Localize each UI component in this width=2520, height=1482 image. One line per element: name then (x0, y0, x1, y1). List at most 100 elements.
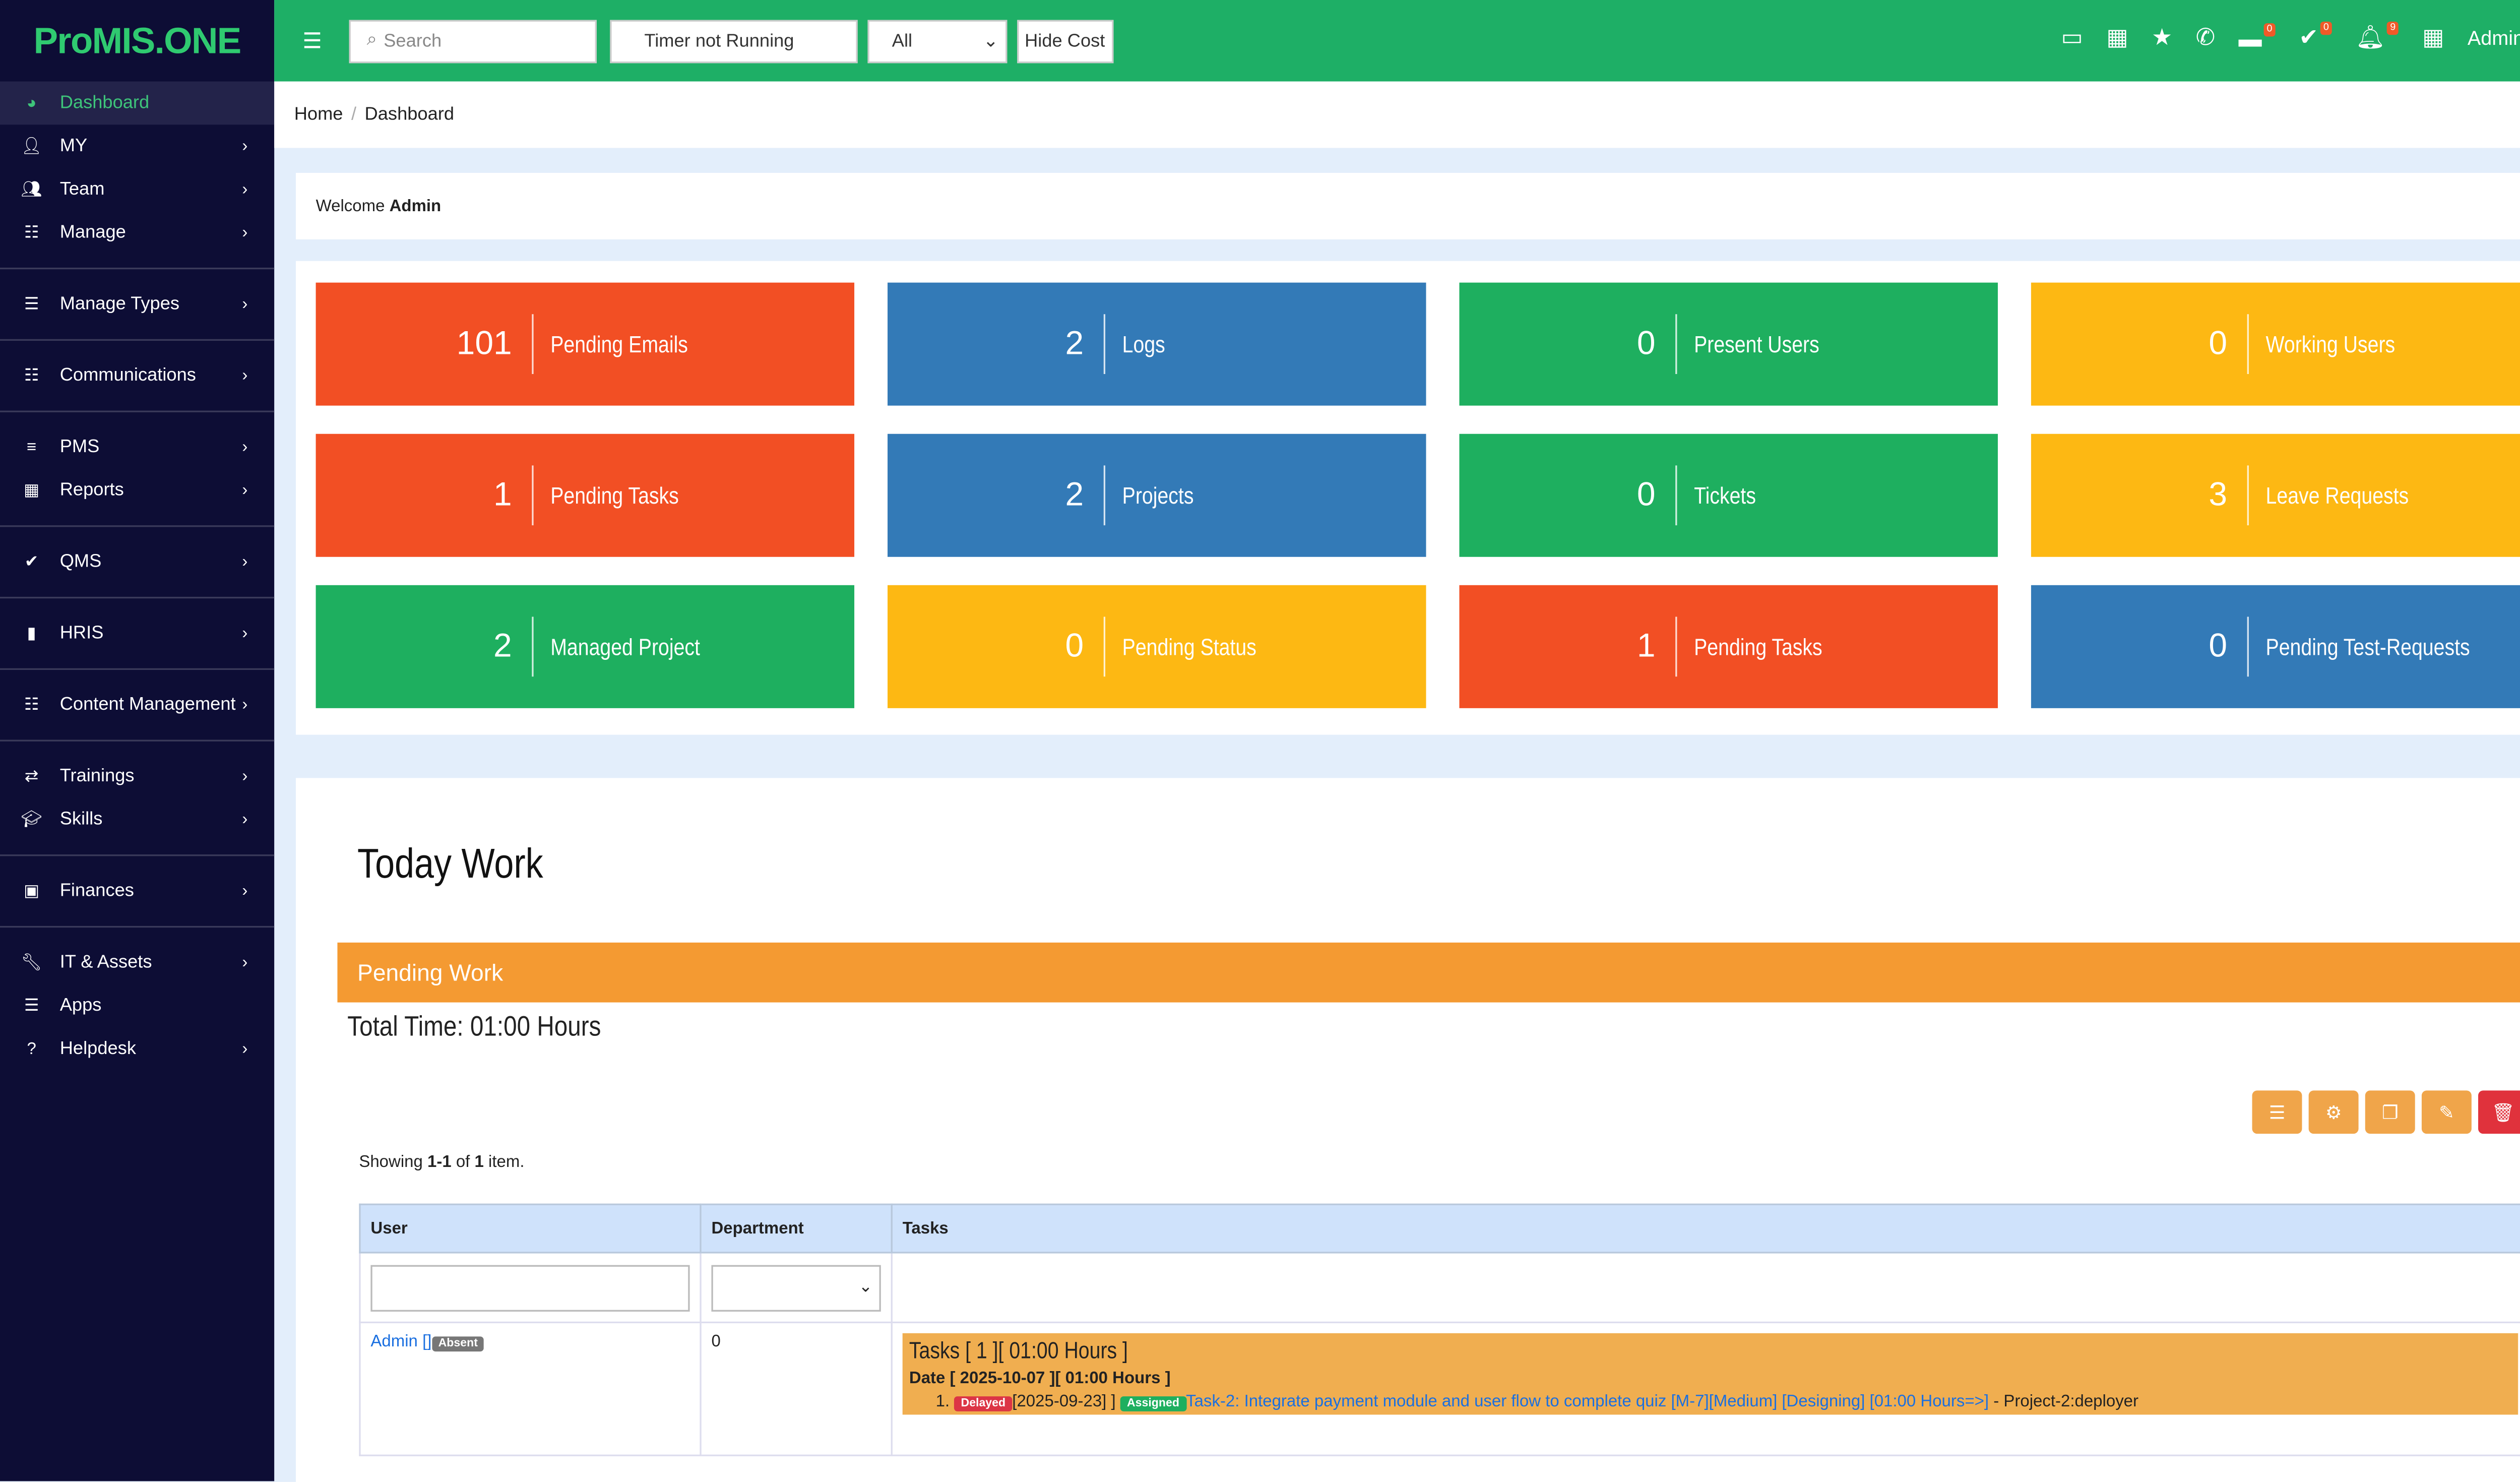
check-circle-icon[interactable]: ✔ 0 (2299, 21, 2333, 51)
sidebar-item-reports[interactable]: ▦ Reports › (0, 469, 274, 512)
task-link[interactable]: Task-2: Integrate payment module and use… (1186, 1393, 1989, 1411)
list-icon: ☰ (24, 997, 39, 1015)
sidebar-item-label: Finances (59, 881, 134, 901)
sidebar-item-qms[interactable]: ✔ QMS › (0, 540, 274, 584)
copy-icon: ❐ (2381, 1103, 2399, 1123)
settings-button[interactable]: ⚙ (2308, 1090, 2359, 1134)
stat-card-pending-status[interactable]: 0 Pending Status (888, 585, 1426, 708)
sidebar-item-label: PMS (59, 437, 100, 457)
sidebar-item-label: Dashboard (59, 93, 150, 113)
copy-button[interactable]: ❐ (2365, 1090, 2415, 1134)
calendar-icon[interactable]: ▦ (2422, 23, 2444, 50)
list-view-button[interactable]: ☰ (2252, 1090, 2302, 1134)
sidebar-item-manage-types[interactable]: ☰ Manage Types › (0, 283, 274, 326)
ticket-icon[interactable]: ▬ 0 (2238, 22, 2276, 51)
sidebar-item-label: IT & Assets (59, 952, 152, 973)
sidebar-item-my[interactable]: 👤︎ MY › (0, 125, 274, 168)
list-icon: ☰ (24, 295, 39, 314)
search-icon: ⌕ (366, 30, 377, 50)
stat-card-logs[interactable]: 2 Logs (888, 282, 1426, 406)
stat-card-managed-project[interactable]: 2 Managed Project (316, 585, 855, 708)
chevron-right-icon: › (242, 882, 248, 900)
clipboard-icon: ▮ (27, 624, 36, 643)
stat-card-pending-tasks[interactable]: 1 Pending Tasks (316, 434, 855, 557)
hide-cost-button[interactable]: Hide Cost (1017, 19, 1113, 63)
user-filter-input[interactable] (370, 1265, 690, 1312)
table-row: Admin [] Absent 0 Tasks [ 1 ][ 01:00 Hour… (359, 1321, 2520, 1456)
welcome-panel: Welcome Admin (296, 172, 2520, 239)
department-filter-select[interactable]: ⌄ (711, 1265, 881, 1312)
pending-work-header: Pending Work (337, 942, 2520, 1003)
chevron-right-icon: › (242, 1039, 248, 1059)
sidebar-item-finances[interactable]: ▣ Finances › (0, 870, 274, 913)
sidebar-item-label: Skills (59, 810, 103, 830)
stat-label: Pending Tasks (550, 482, 679, 509)
sidebar-item-hris[interactable]: ▮ HRIS › (0, 612, 274, 655)
user-link[interactable]: Admin (370, 1333, 418, 1352)
sidebar-item-helpdesk[interactable]: ? Helpdesk › (0, 1027, 274, 1071)
phone-icon[interactable]: ✆ (2195, 23, 2216, 50)
trash-icon: 🗑︎ (2491, 1103, 2515, 1123)
timer-status[interactable]: Timer not Running (609, 19, 857, 63)
sidebar-item-manage[interactable]: ☷ Manage › (0, 211, 274, 255)
sidebar-item-label: Manage Types (59, 294, 180, 315)
bars-icon: ≡ (27, 438, 37, 457)
stat-card-pending-emails[interactable]: 101 Pending Emails (316, 282, 855, 406)
breadcrumb-home[interactable]: Home (294, 104, 343, 125)
user-menu[interactable]: Admin ⌄ (2467, 26, 2520, 49)
stat-label: Present Users (1694, 331, 1819, 358)
stat-card-leave-requests[interactable]: 3 Leave Requests (2031, 434, 2520, 557)
repeat-icon: ⇄ (24, 767, 39, 786)
stat-card-pending-tasks[interactable]: 1 Pending Tasks (1459, 585, 1998, 708)
star-icon[interactable]: ★ (2152, 23, 2173, 50)
topbar: ☰ ⌕ Search Timer not Running All ⌄ Hide Co… (274, 0, 2520, 82)
stat-card-working-users[interactable]: 0 Working Users (2031, 282, 2520, 406)
sidebar-item-label: Team (59, 179, 105, 200)
sidebar-item-communications[interactable]: ☷ Communications › (0, 354, 274, 397)
sidebar: ProMIS.ONE ◕ Dashboard 👤︎ MY › 👥︎ Team › ☷ Manage… (0, 0, 275, 1481)
today-work-panel: Today Work Pending Work Total Time: 01:0… (296, 778, 2520, 1482)
menu-toggle-icon[interactable]: ☰ (302, 27, 322, 52)
grid-icon[interactable]: ▦ (2106, 23, 2128, 50)
edit-button[interactable]: ✎ (2421, 1090, 2472, 1134)
chevron-right-icon: › (242, 223, 248, 242)
chevron-right-icon: › (242, 137, 248, 156)
inbox-icon[interactable]: ▭ (2061, 23, 2084, 50)
total-time: Total Time: 01:00 Hours (347, 1011, 601, 1042)
sidebar-item-label: MY (59, 136, 88, 156)
check-icon: ✔ (24, 552, 39, 571)
stat-label: Pending Test-Requests (2265, 633, 2470, 660)
sidebar-item-label: Manage (59, 222, 126, 243)
logo[interactable]: ProMIS.ONE (33, 19, 241, 61)
sidebar-item-skills[interactable]: 🎓︎ Skills › (0, 798, 274, 841)
question-icon: ? (27, 1039, 36, 1059)
column-department[interactable]: Department (700, 1203, 893, 1254)
work-table: User Department Tasks ⌄ Admin [] Absent 0… (359, 1203, 2520, 1456)
stat-label: Logs (1122, 331, 1165, 358)
stat-card-projects[interactable]: 2 Projects (888, 434, 1426, 557)
stat-value: 2 (888, 314, 1106, 375)
sidebar-item-apps[interactable]: ☰ Apps (0, 984, 274, 1027)
delete-button[interactable]: 🗑︎ (2478, 1090, 2520, 1134)
stat-label: Pending Emails (550, 331, 688, 358)
sidebar-item-team[interactable]: 👥︎ Team › (0, 168, 274, 211)
stat-card-tickets[interactable]: 0 Tickets (1459, 434, 1998, 557)
assigned-badge: Assigned (1120, 1396, 1186, 1411)
stat-value: 1 (316, 465, 534, 526)
money-icon: ▣ (24, 882, 40, 900)
sidebar-item-dashboard[interactable]: ◕ Dashboard (0, 81, 275, 125)
column-user[interactable]: User (359, 1203, 702, 1254)
sidebar-item-pms[interactable]: ≡ PMS › (0, 425, 274, 469)
sidebar-item-it-assets[interactable]: 🔧︎ IT & Assets › (0, 941, 274, 984)
filter-select[interactable]: All ⌄ (867, 19, 1007, 63)
stat-value: 101 (316, 314, 534, 375)
stat-card-pending-test-requests[interactable]: 0 Pending Test-Requests (2031, 585, 2520, 708)
list-icon: ☰ (2269, 1103, 2286, 1123)
chevron-right-icon: › (242, 767, 248, 786)
breadcrumb: Home / Dashboard (274, 81, 2520, 148)
sidebar-item-content-management[interactable]: ☷ Content Management › (0, 683, 274, 726)
stat-card-present-users[interactable]: 0 Present Users (1459, 282, 1998, 406)
bell-icon[interactable]: 🔔︎ 9 (2356, 21, 2399, 51)
sidebar-item-trainings[interactable]: ⇄ Trainings › (0, 755, 274, 798)
search-input[interactable]: ⌕ Search (348, 19, 596, 63)
